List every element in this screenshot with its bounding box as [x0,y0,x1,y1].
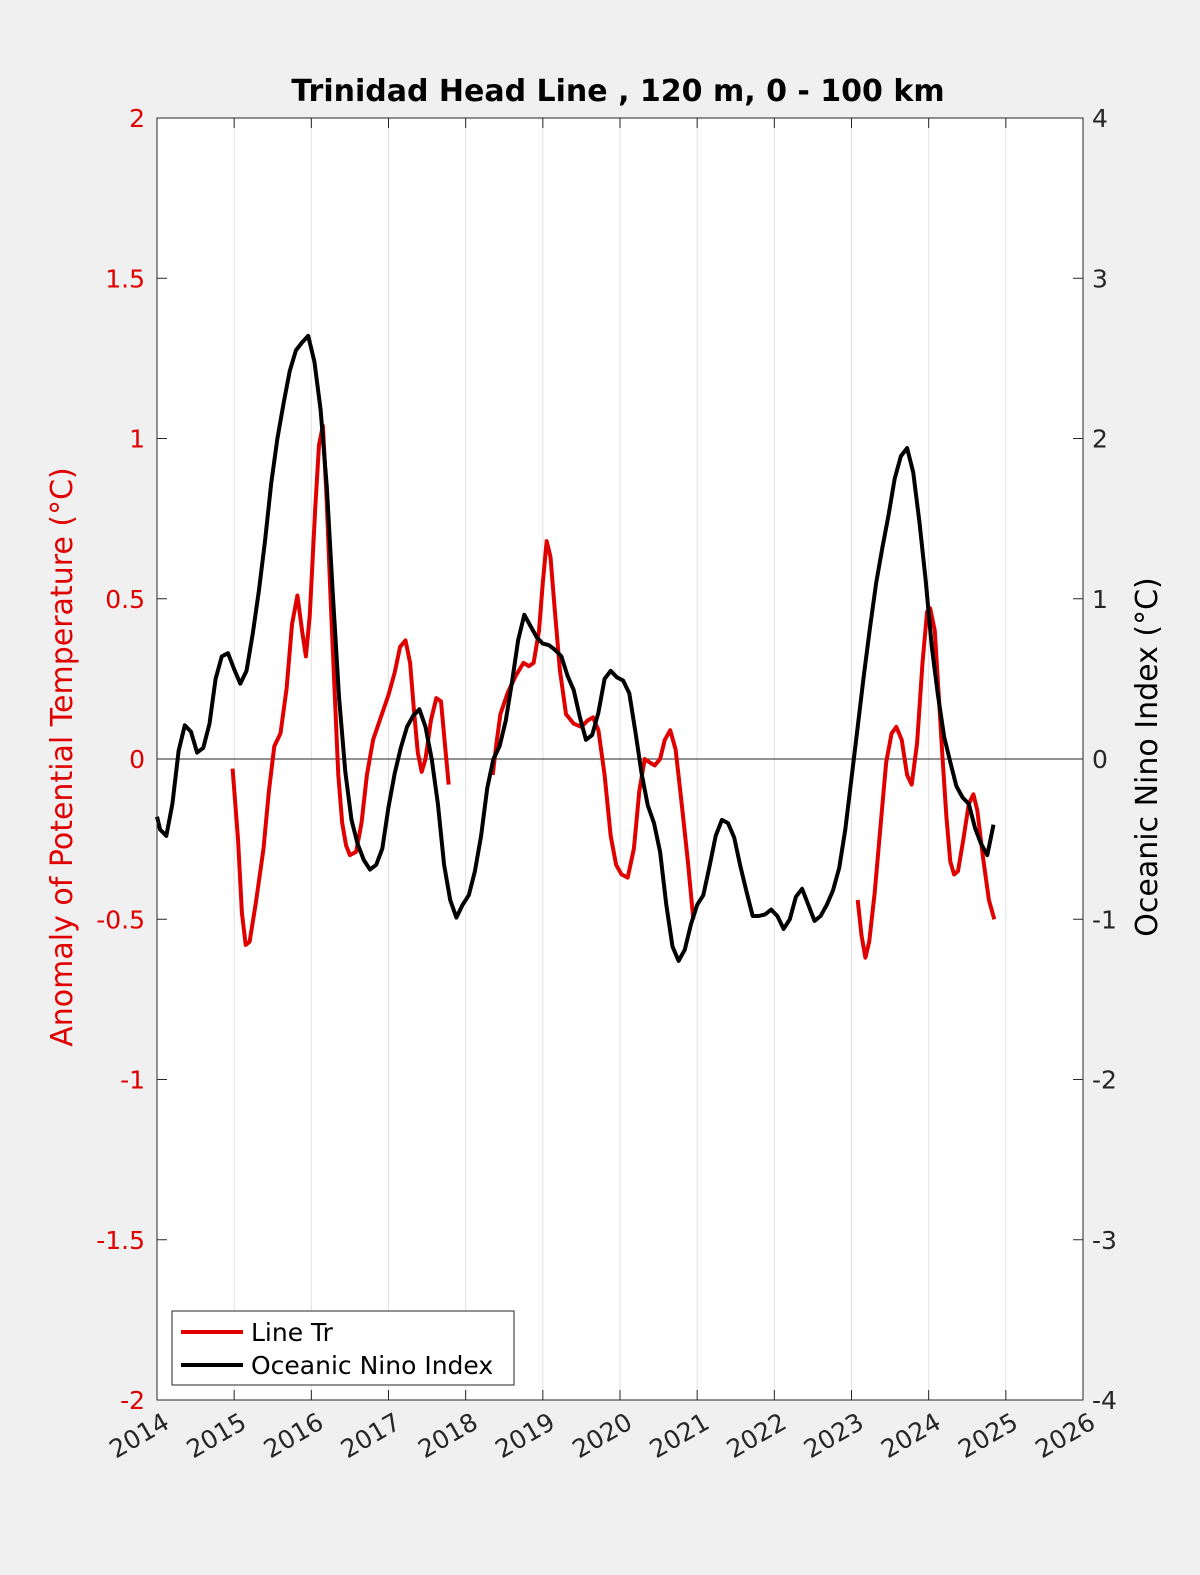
series-line-oceanic-nino-index [155,333,996,963]
left-y-tick-label: -2 [120,1386,145,1415]
left-y-tick-label: -1 [120,1066,145,1095]
right-y-tick-label: -1 [1092,905,1117,934]
right-y-tick-label: 0 [1092,745,1108,774]
right-y-axis: -4 -3 -2 -1 0 1 2 3 4 [1073,104,1117,1415]
right-y-tick-label: 3 [1092,264,1108,293]
left-y-tick-label: -1.5 [96,1226,145,1255]
legend-label-oni: Oceanic Nino Index [251,1351,493,1380]
right-y-tick-label: 2 [1092,425,1108,454]
left-y-tick-label: 2 [129,104,145,133]
left-y-tick-label: 1.5 [105,264,145,293]
right-y-tick-label: 1 [1092,585,1108,614]
right-y-axis-label: Oceanic Nino Index (°C) [1130,577,1165,937]
chart-title: Trinidad Head Line , 120 m, 0 - 100 km [291,74,944,109]
right-y-tick-label: -4 [1092,1386,1117,1415]
left-y-tick-label: 0.5 [105,585,145,614]
legend-box [171,1310,515,1386]
right-y-tick-label: -3 [1092,1226,1117,1255]
left-y-tick-label: 1 [129,425,145,454]
left-y-axis: -2 -1.5 -1 -0.5 0 0.5 1 1.5 2 [96,104,167,1415]
right-y-tick-label: 4 [1092,104,1108,133]
legend: Line Tr Oceanic Nino Index [171,1310,515,1386]
legend-label-line-tr: Line Tr [251,1318,334,1347]
series-line-line-tr [490,539,696,920]
left-y-axis-label: Anomaly of Potential Temperature (°C) [45,467,80,1046]
right-y-tick-label: -2 [1092,1066,1117,1095]
series-line-line-tr [230,423,451,947]
left-y-tick-label: 0 [129,745,145,774]
series-layer [155,333,997,963]
left-y-tick-label: -0.5 [96,905,145,934]
